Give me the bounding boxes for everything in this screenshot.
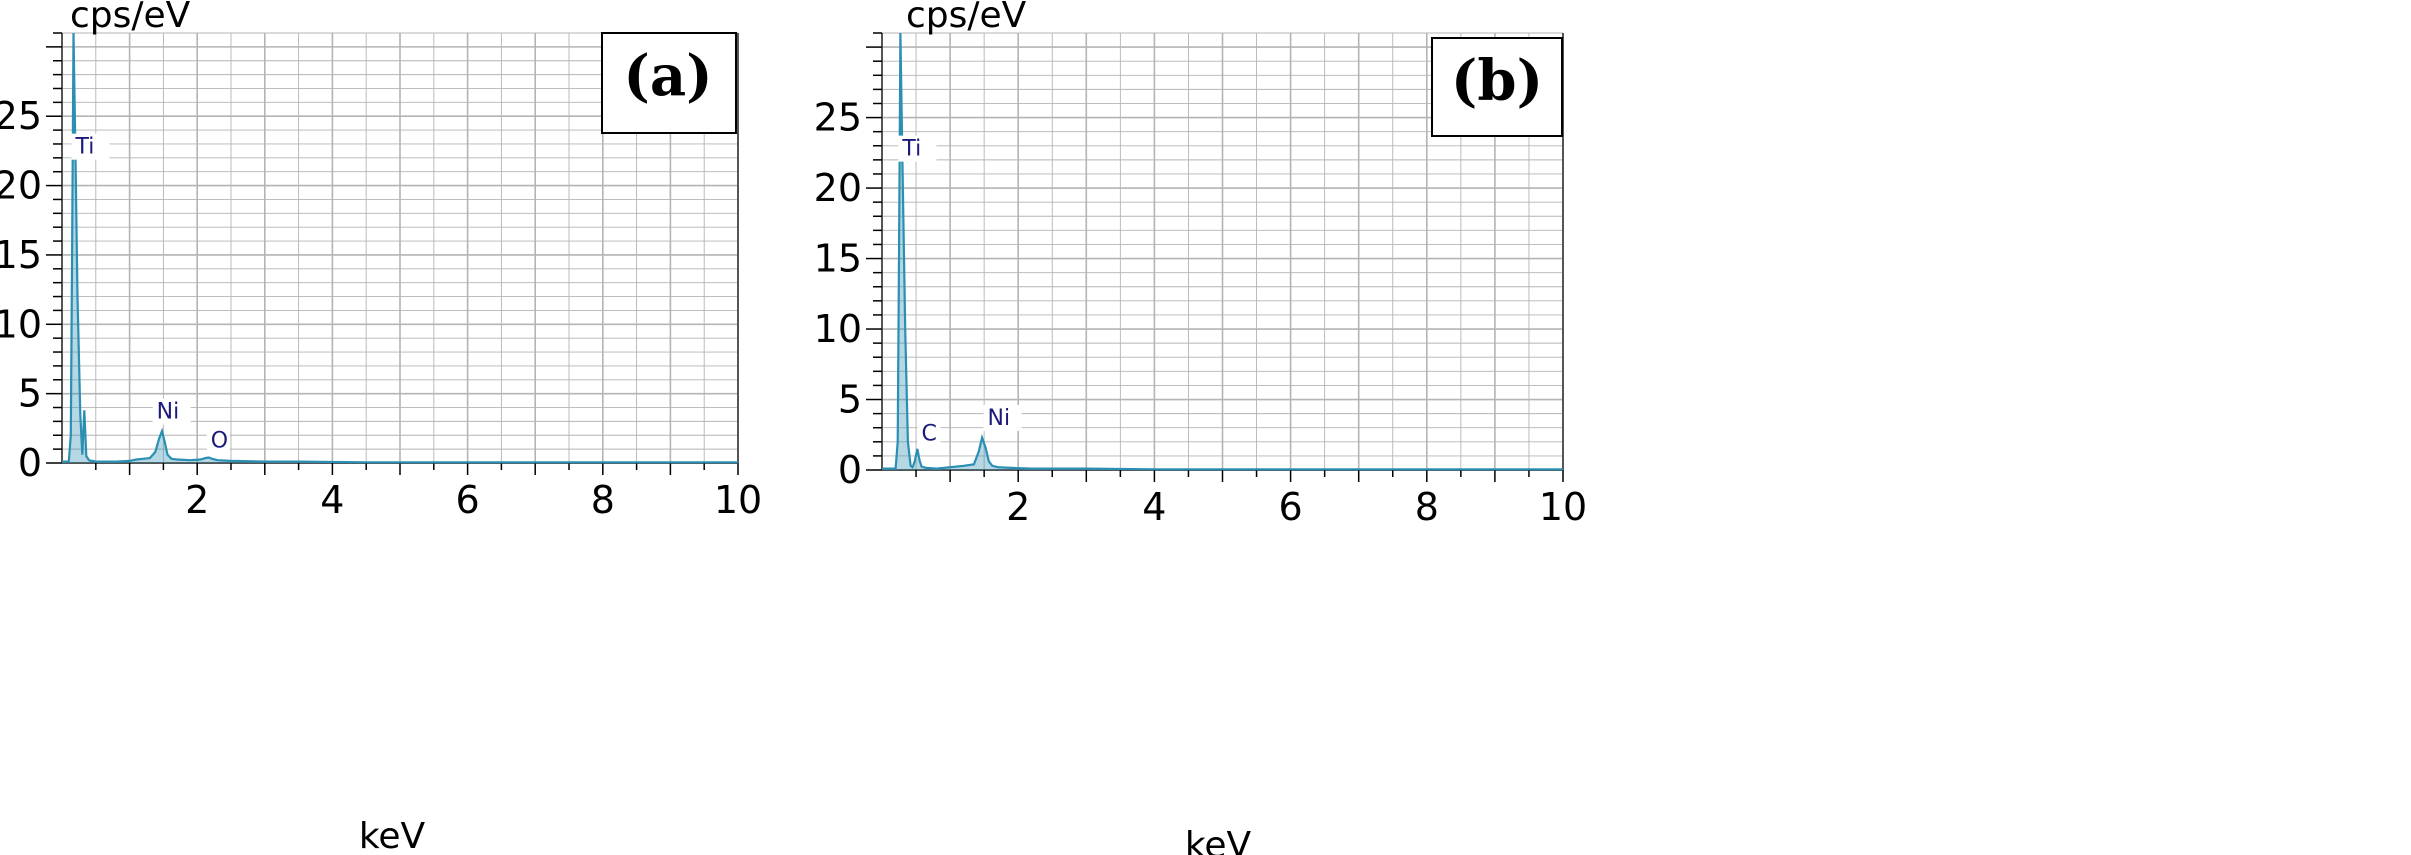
y-tick-label: 5	[18, 372, 42, 416]
y-tick-label: 15	[0, 233, 42, 277]
peak-label: Ni	[157, 400, 180, 425]
x-tick-label: 10	[714, 478, 762, 522]
peak-label-bg	[983, 404, 1022, 431]
peak-label: C	[921, 421, 936, 446]
peak-label-bg	[71, 133, 110, 160]
spectrum-chart-a: 0 5 10 15 20 25 2 4 6 8 10 cps/eV keV Ti Ni O (a)	[0, 0, 762, 855]
peak-label-bg	[917, 420, 941, 447]
y-tick-label: 5	[838, 378, 862, 422]
y-axis-title: cps/eV	[70, 0, 191, 36]
x-tick-label: 4	[320, 478, 344, 522]
y-tick-label: 10	[814, 307, 862, 351]
panel-label-box	[601, 32, 737, 134]
peak-label-bg	[206, 427, 230, 454]
y-tick-label: 0	[18, 441, 42, 485]
y-tick-label: 15	[814, 237, 862, 281]
peak-label: Ti	[901, 137, 921, 162]
x-axis-title: keV	[359, 816, 426, 855]
y-tick-label: 20	[814, 166, 862, 210]
x-tick-label: 8	[591, 478, 615, 522]
panel-label: (b)	[1451, 48, 1543, 114]
y-tick-label: 25	[814, 96, 862, 140]
panel-label-box	[1431, 37, 1563, 137]
peak-label-bg	[152, 398, 191, 425]
spectrum-chart-b: 0 5 10 15 20 25 2 4 6 8 10 cps/eV keV Ti C Ni (b)	[814, 0, 1588, 855]
x-tick-label: 2	[185, 478, 209, 522]
x-tick-label: 10	[1539, 485, 1587, 529]
x-tick-label: 4	[1142, 485, 1166, 529]
panel-label: (a)	[623, 43, 712, 109]
x-axis-title: keV	[1185, 825, 1252, 855]
peak-label-bg	[898, 135, 937, 162]
x-tick-label: 6	[456, 478, 480, 522]
y-tick-label: 10	[0, 302, 42, 346]
x-tick-label: 2	[1006, 485, 1030, 529]
x-tick-label: 8	[1415, 485, 1439, 529]
x-tick-label: 6	[1279, 485, 1303, 529]
peak-label: O	[211, 429, 228, 454]
y-tick-label: 20	[0, 164, 42, 208]
y-tick-label: 0	[838, 448, 862, 492]
peak-label: Ti	[75, 135, 95, 160]
y-tick-label: 25	[0, 94, 42, 138]
spectrum-line	[62, 32, 738, 464]
y-axis-title: cps/eV	[906, 0, 1027, 36]
spectrum-line	[882, 32, 1563, 471]
peak-label: Ni	[988, 406, 1011, 431]
